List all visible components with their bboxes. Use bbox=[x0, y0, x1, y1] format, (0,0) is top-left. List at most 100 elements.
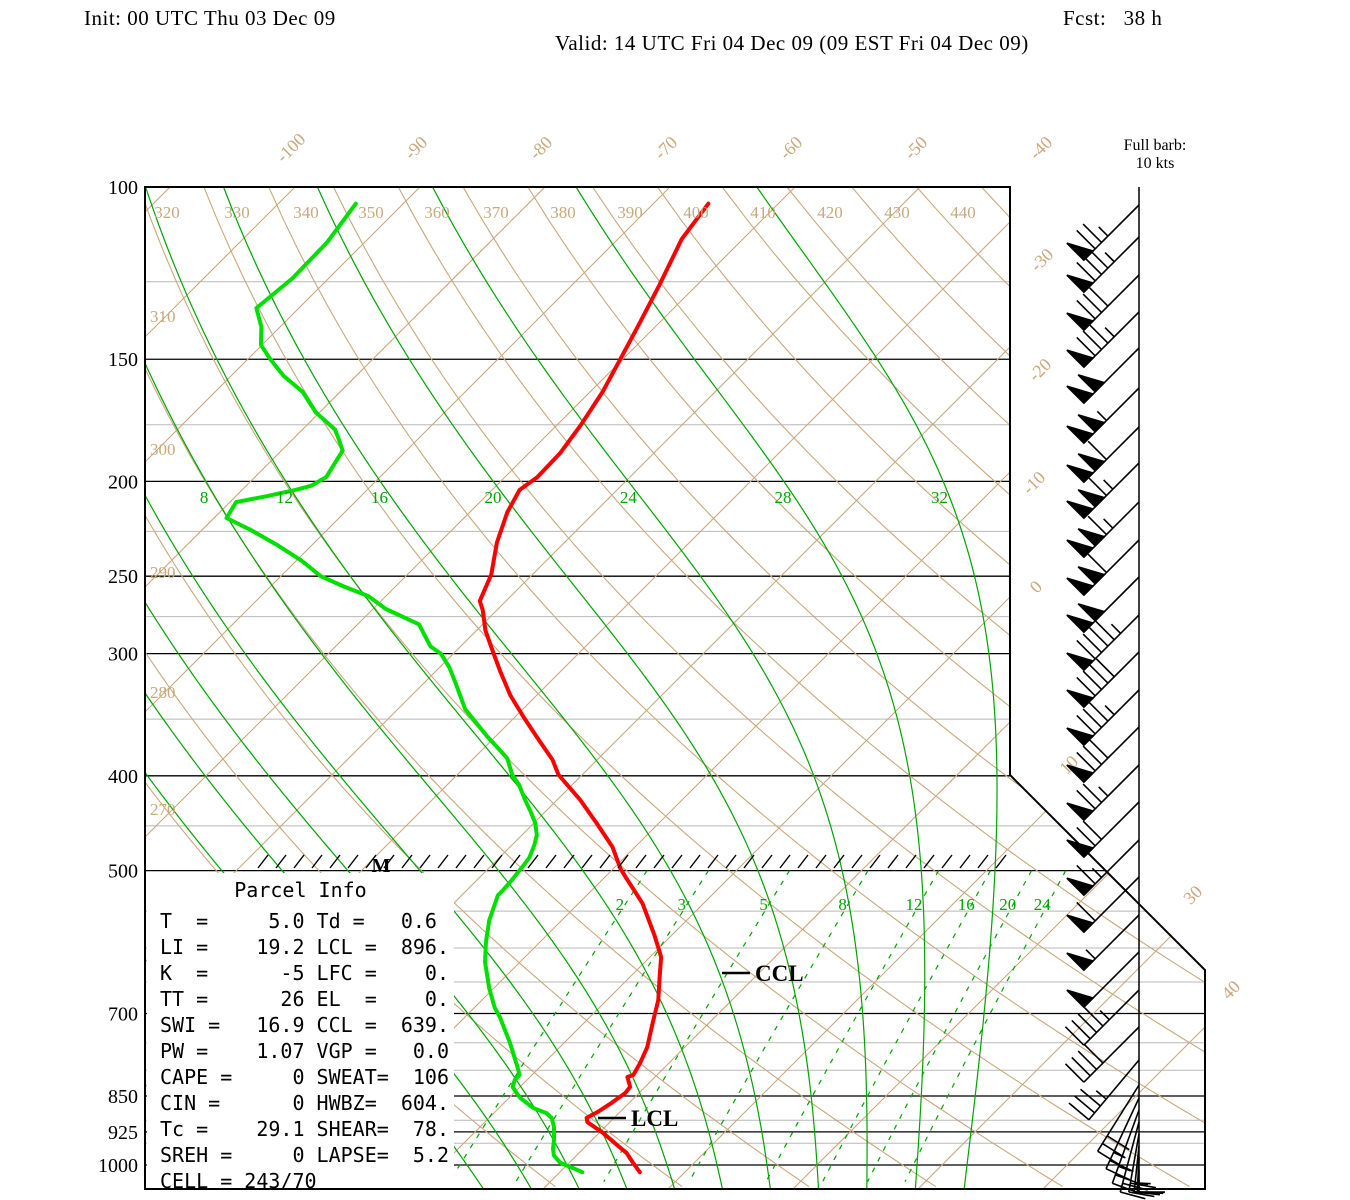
mixing-ratio-label: 12 bbox=[905, 895, 922, 914]
wind-barb bbox=[1066, 764, 1140, 822]
theta-label: 290 bbox=[150, 563, 176, 582]
isotherm-label: 0 bbox=[1026, 577, 1047, 598]
isotherm-label: -10 bbox=[1018, 467, 1049, 498]
moist-adiabat-line bbox=[316, 187, 820, 1189]
theta-label: 340 bbox=[293, 203, 319, 222]
wind-barb-legend: Full barb: 10 kts bbox=[1095, 137, 1215, 173]
wind-barb bbox=[1066, 274, 1140, 332]
isotherm-label: -50 bbox=[900, 132, 931, 163]
moist-adiabat-label: 32 bbox=[931, 488, 948, 507]
mixing-ratio-line bbox=[515, 870, 709, 1182]
theta-label: 320 bbox=[154, 203, 180, 222]
parcel-info-row: CIN = 0 HWBZ= 604. bbox=[160, 1091, 449, 1115]
parcel-info-row: TT = 26 EL = 0. bbox=[160, 987, 449, 1011]
parcel-info-row: T = 5.0 Td = 0.6 bbox=[160, 909, 437, 933]
ccl-marker: CCL bbox=[722, 961, 804, 986]
mixing-ratio-label: 5 bbox=[759, 895, 768, 914]
wind-barb bbox=[1066, 726, 1140, 784]
moist-adiabat-label: 16 bbox=[371, 488, 388, 507]
wind-barb bbox=[1138, 1180, 1165, 1193]
isotherm-label: -20 bbox=[1024, 354, 1055, 385]
parcel-info-row: PW = 1.07 VGP = 0.0 bbox=[160, 1039, 449, 1063]
isotherm-label: 40 bbox=[1217, 976, 1244, 1003]
moist-adiabat-label: 8 bbox=[200, 488, 209, 507]
ccl-label: CCL bbox=[755, 961, 804, 986]
wind-barb bbox=[1066, 236, 1140, 294]
parcel-info-row: CELL = 243/70 bbox=[160, 1169, 317, 1193]
dry-adiabat-line bbox=[527, 187, 1205, 1188]
mixing-ratio-line bbox=[822, 870, 991, 1182]
init-time-label: Init: 00 UTC Thu 03 Dec 09 bbox=[84, 6, 336, 30]
parcel-info-title: Parcel Info bbox=[234, 878, 367, 902]
mixing-ratio-label: 3 bbox=[678, 895, 687, 914]
wind-barb bbox=[1066, 914, 1140, 972]
theta-label: 400 bbox=[683, 203, 709, 222]
wind-barb bbox=[1066, 576, 1140, 634]
moist-adiabat-label: 20 bbox=[485, 488, 502, 507]
mixing-ratio-labels: 2 3 5 8 12 16 20 24 bbox=[616, 895, 1052, 914]
isotherm-line bbox=[145, 187, 796, 1189]
theta-label: 300 bbox=[150, 440, 176, 459]
isotherm-label: -40 bbox=[1025, 132, 1056, 163]
isotherm-line bbox=[145, 187, 546, 1189]
isotherm-line bbox=[917, 187, 1205, 1189]
mixing-ratio-line bbox=[867, 870, 1033, 1182]
parcel-info-row: LI = 19.2 LCL = 896. bbox=[160, 935, 449, 959]
m-500-marker: M bbox=[372, 855, 391, 877]
dry-adiabat-line bbox=[145, 187, 810, 1187]
theta-label: 430 bbox=[884, 203, 910, 222]
isotherm-line bbox=[145, 187, 671, 1189]
parcel-info-panel: Parcel Info T = 5.0 Td = 0.6 LI = 19.2 LC… bbox=[147, 873, 454, 1193]
pressure-tick-label: 250 bbox=[108, 566, 138, 588]
wind-barb bbox=[1068, 1059, 1140, 1121]
mixing-ratio-line bbox=[765, 870, 940, 1182]
theta-label: 350 bbox=[358, 203, 384, 222]
dry-adiabat-line bbox=[333, 187, 1205, 1188]
mixing-ratio-label: 8 bbox=[838, 895, 847, 914]
theta-label: 280 bbox=[150, 683, 176, 702]
parcel-info-row: SREH = 0 LAPSE= 5.2 bbox=[160, 1143, 449, 1167]
wind-barb bbox=[1066, 651, 1140, 709]
wind-barb bbox=[1066, 347, 1140, 405]
wind-barb bbox=[1066, 876, 1140, 934]
hatch-500mb: M bbox=[257, 854, 1007, 877]
parcel-info-rows: T = 5.0 Td = 0.6 LI = 19.2 LCL = 896. K = … bbox=[160, 908, 454, 1194]
wind-barb bbox=[1066, 426, 1140, 484]
theta-label: 270 bbox=[150, 800, 176, 819]
theta-label: 440 bbox=[950, 203, 976, 222]
dry-adiabat-line bbox=[145, 187, 937, 1187]
dewpoint-trace bbox=[224, 201, 585, 1175]
wind-barb bbox=[1066, 462, 1140, 520]
theta-label: 310 bbox=[150, 307, 176, 326]
wind-barb bbox=[1066, 204, 1140, 262]
wind-barb bbox=[1066, 501, 1140, 559]
moist-adiabat-label: 28 bbox=[775, 488, 792, 507]
moist-adiabat-line bbox=[222, 187, 772, 1189]
isotherm-label: -100 bbox=[272, 129, 309, 166]
isotherm-line bbox=[417, 187, 1205, 1189]
parcel-info-row: CAPE = 0 SWEAT= 106 bbox=[160, 1065, 449, 1089]
isotherm-line bbox=[792, 187, 1205, 1189]
parcel-info-row: Tc = 29.1 SHEAR= 78. bbox=[160, 1117, 449, 1141]
parcel-info-row: SWI = 16.9 CCL = 639. bbox=[160, 1013, 449, 1037]
lcl-marker: LCL bbox=[598, 1106, 678, 1131]
pressure-tick-label: 850 bbox=[108, 1086, 138, 1108]
wind-barb bbox=[1066, 387, 1140, 445]
parcel-info-row: K = -5 LFC = 0. bbox=[160, 961, 449, 985]
moist-adiabat-line bbox=[575, 187, 926, 1189]
isotherm-line bbox=[542, 187, 1205, 1189]
wind-barb-legend-line1: Full barb: bbox=[1123, 137, 1187, 154]
pressure-tick-label: 925 bbox=[108, 1122, 138, 1144]
isotherm-label: -30 bbox=[1026, 244, 1057, 275]
moist-adiabat-labels: 8 12 16 20 24 28 32 bbox=[200, 488, 948, 507]
dry-adiabat-line bbox=[656, 187, 1205, 1188]
theta-label: 420 bbox=[817, 203, 843, 222]
dry-adiabat-line bbox=[203, 187, 1190, 1188]
isotherm-line bbox=[145, 187, 421, 1189]
dry-adiabat-line bbox=[397, 187, 1205, 1188]
pressure-tick-label: 700 bbox=[108, 1004, 138, 1026]
lcl-label: LCL bbox=[631, 1106, 678, 1131]
dry-adiabat-labels: 320 330 340 350 360 370 380 390 400 410 420 430 440 3… bbox=[150, 203, 976, 819]
isotherm-top-labels: -100 -90 -80 -70 -60 -50 -40 bbox=[272, 129, 1056, 166]
